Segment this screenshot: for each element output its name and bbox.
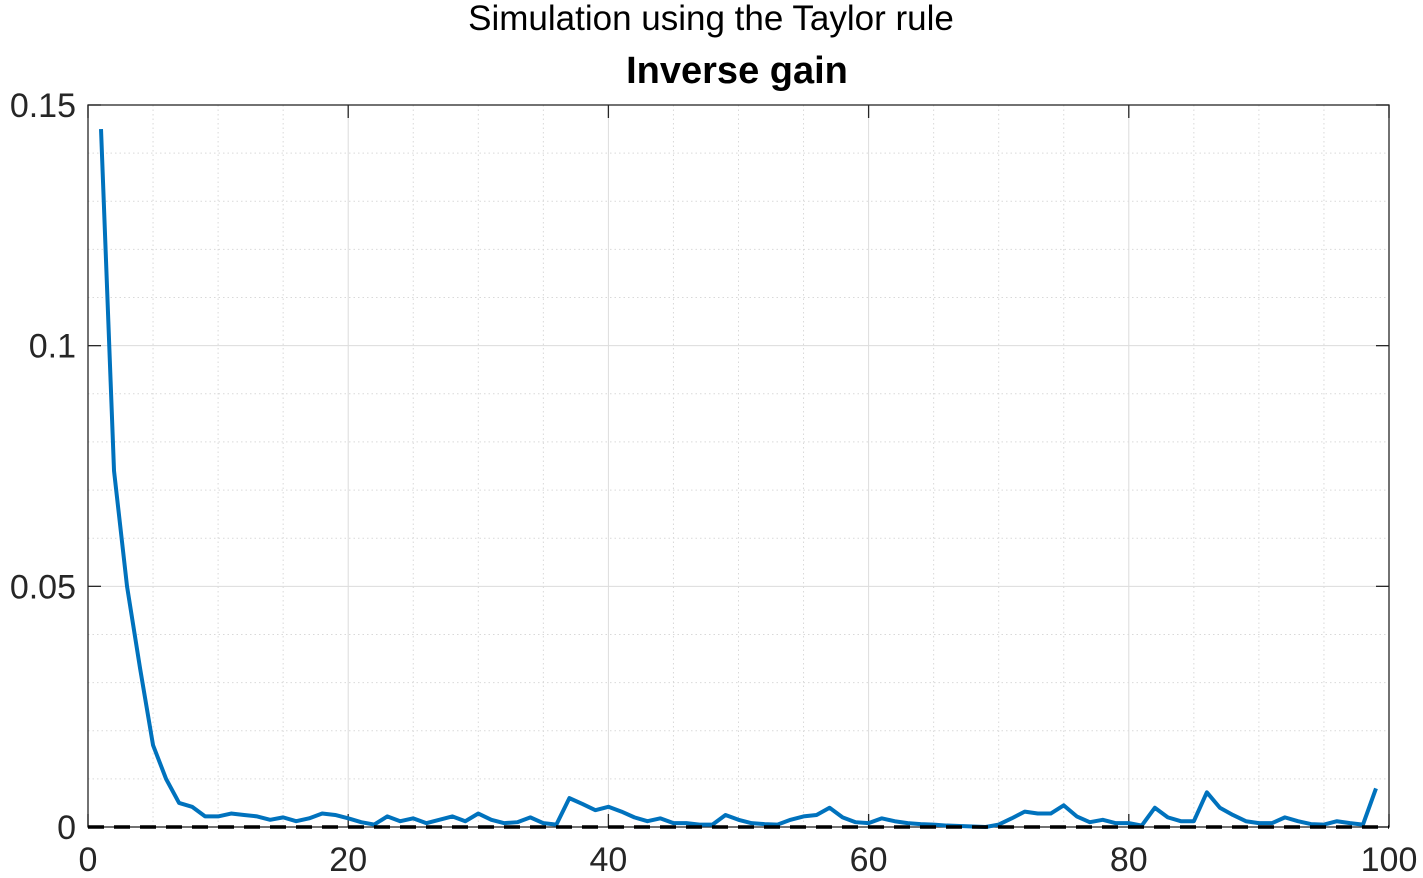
x-tick-label: 20 [329, 841, 367, 878]
tick-labels: 0 20 40 60 80 100 0 0.05 0.1 0.15 [10, 87, 1418, 878]
y-tick-label: 0 [57, 809, 76, 847]
x-tick-label: 100 [1361, 841, 1418, 878]
x-tick-label: 60 [850, 841, 888, 878]
y-tick-label: 0.15 [10, 87, 76, 125]
y-tick-label: 0.05 [10, 568, 76, 606]
minor-grid [88, 105, 1389, 827]
chart-title: Inverse gain [626, 50, 848, 92]
x-tick-label: 80 [1110, 841, 1148, 878]
series-layer [88, 128, 1389, 829]
major-grid [88, 105, 1389, 827]
x-tick-label: 40 [589, 841, 627, 878]
y-tick-label: 0.1 [29, 328, 76, 366]
inverse-gain-series-line [99, 128, 1378, 829]
suptitle: Simulation using the Taylor rule [468, 0, 954, 38]
x-tick-label: 0 [79, 841, 98, 878]
